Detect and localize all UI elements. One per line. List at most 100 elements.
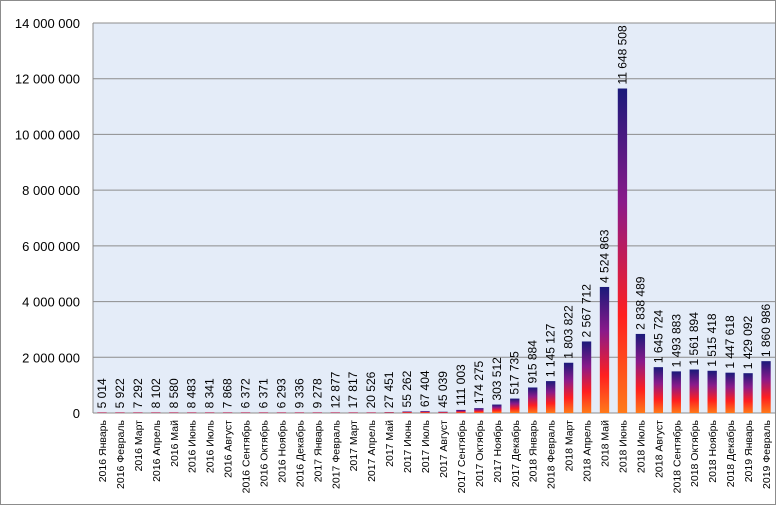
category-label: 2016 Август [223, 420, 235, 478]
category-label: 2018 Май [600, 420, 612, 467]
category-label: 2018 Март [564, 420, 576, 472]
data-label: 8 341 [203, 378, 217, 408]
data-label: 111 003 [454, 364, 468, 406]
bar [725, 372, 735, 413]
category-label: 2016 Январь [97, 419, 109, 482]
data-label: 1 493 883 [669, 314, 683, 368]
bars [97, 88, 771, 413]
category-label: 2017 Май [384, 420, 396, 467]
category-label: 2016 Апрель [151, 419, 163, 481]
data-label: 45 039 [436, 371, 450, 408]
data-label: 8 102 [149, 378, 163, 408]
data-label: 303 512 [490, 357, 504, 401]
bar [599, 286, 610, 413]
data-label: 4 524 863 [598, 229, 612, 283]
bar [653, 367, 664, 413]
category-label: 2016 Июль [205, 419, 217, 473]
category-label: 2017 Октябрь [474, 419, 486, 487]
category-label: 2016 Февраль [115, 419, 127, 488]
data-label: 517 735 [508, 351, 522, 395]
bar [294, 412, 305, 413]
data-label: 1 145 127 [544, 323, 558, 377]
category-label: 2018 Декабрь [725, 419, 737, 487]
bar [169, 412, 179, 413]
bar [528, 387, 538, 413]
category-label: 2019 Февраль [761, 419, 773, 488]
bar [312, 412, 323, 413]
data-label: 915 884 [526, 340, 540, 384]
category-label: 2016 Сентябрь [241, 419, 253, 493]
y-tick-label: 10 000 000 [15, 127, 80, 142]
bar [133, 412, 143, 413]
category-label: 2019 Январь [743, 419, 755, 482]
category-label: 2017 Ноябрь [492, 419, 504, 482]
bar [402, 411, 412, 413]
data-label: 2 838 489 [633, 276, 647, 330]
category-label: 2016 Октябрь [259, 419, 271, 487]
bar [97, 412, 107, 413]
bar [635, 333, 646, 413]
y-tick-label: 12 000 000 [15, 72, 80, 87]
bar [617, 88, 628, 413]
data-label: 1 515 418 [705, 313, 719, 367]
data-label: 12 877 [328, 371, 342, 408]
data-label: 1 803 822 [562, 305, 576, 359]
bar [366, 412, 376, 413]
category-labels: 2016 Январь 2016 Февраль 2016 Март 2016 Апр… [97, 419, 773, 493]
bar [761, 361, 771, 413]
bar [545, 381, 556, 413]
bar [222, 412, 233, 413]
category-label: 2017 Июль [420, 419, 432, 473]
data-label: 67 404 [418, 370, 432, 407]
category-label: 2017 Февраль [330, 419, 342, 488]
bar [384, 412, 394, 413]
category-label: 2018 Июль [635, 419, 647, 473]
data-label: 1 561 894 [687, 312, 701, 366]
category-label: 2017 Август [438, 420, 450, 478]
data-label: 9 278 [310, 378, 324, 408]
y-tick-label: 0 [73, 406, 80, 421]
category-label: 2018 Июнь [617, 419, 629, 472]
category-label: 2018 Август [653, 420, 665, 478]
bar [330, 412, 340, 413]
category-label: 2018 Февраль [546, 419, 558, 488]
bar [420, 411, 430, 413]
bar [115, 412, 125, 413]
data-label: 2 567 712 [580, 284, 594, 338]
bar [276, 412, 287, 413]
category-label: 2016 Июнь [187, 419, 199, 472]
bar [151, 412, 161, 413]
bar [258, 412, 269, 413]
category-label: 2017 Июнь [402, 419, 414, 472]
gridlines [93, 22, 775, 358]
category-label: 2018 Апрель [582, 419, 594, 481]
category-label: 2016 Март [133, 420, 145, 472]
category-label: 2017 Декабрь [510, 419, 522, 487]
data-label: 11 648 508 [615, 25, 629, 84]
bar [563, 362, 574, 413]
data-label: 6 293 [274, 378, 288, 408]
bar [456, 409, 466, 413]
data-label: 1 860 986 [759, 303, 773, 357]
bar [510, 398, 520, 413]
data-label: 8 483 [185, 378, 199, 408]
bar [743, 373, 753, 413]
data-label: 7 868 [221, 378, 235, 408]
y-tick-label: 2 000 000 [22, 350, 80, 365]
category-label: 2018 Сентябрь [671, 419, 683, 493]
data-label: 6 371 [257, 378, 271, 408]
bar [348, 412, 358, 413]
data-label: 1 645 724 [651, 309, 665, 363]
data-label: 27 451 [382, 371, 396, 408]
category-label: 2018 Октябрь [689, 419, 701, 487]
y-tick-labels: 0 2 000 000 4 000 000 6 000 000 8 000 000 10 … [15, 16, 80, 421]
data-label: 5 922 [113, 378, 127, 408]
data-labels: 5 014 5 922 7 292 8 102 8 580 8 483 8 341 7 868… [95, 25, 773, 408]
bar [240, 412, 251, 413]
bar [438, 411, 448, 413]
category-label: 2016 Ноябрь [276, 419, 288, 482]
category-label: 2016 Декабрь [294, 419, 306, 487]
data-label: 9 336 [292, 378, 306, 408]
category-label: 2018 Январь [528, 419, 540, 482]
